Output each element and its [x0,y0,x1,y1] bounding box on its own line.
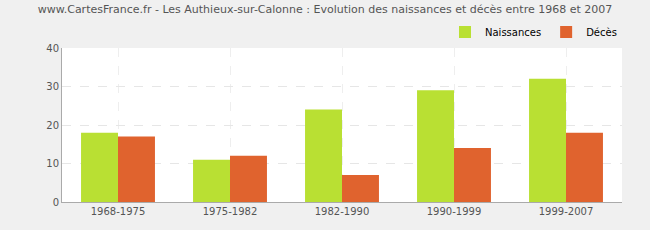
svg-text:1999-2007: 1999-2007 [539,206,594,217]
svg-text:Naissances: Naissances [485,27,541,38]
svg-text:20: 20 [46,120,59,131]
svg-text:1990-1999: 1990-1999 [427,206,482,217]
svg-text:Décès: Décès [586,27,617,38]
svg-text:40: 40 [46,43,59,54]
svg-text:1968-1975: 1968-1975 [91,206,146,217]
svg-text:30: 30 [46,81,59,92]
svg-text:1975-1982: 1975-1982 [203,206,258,217]
svg-text:0: 0 [53,197,59,208]
svg-text:www.CartesFrance.fr - Les Auth: www.CartesFrance.fr - Les Authieux-sur-C… [38,3,613,16]
svg-text:10: 10 [46,158,59,169]
svg-text:1982-1990: 1982-1990 [315,206,370,217]
